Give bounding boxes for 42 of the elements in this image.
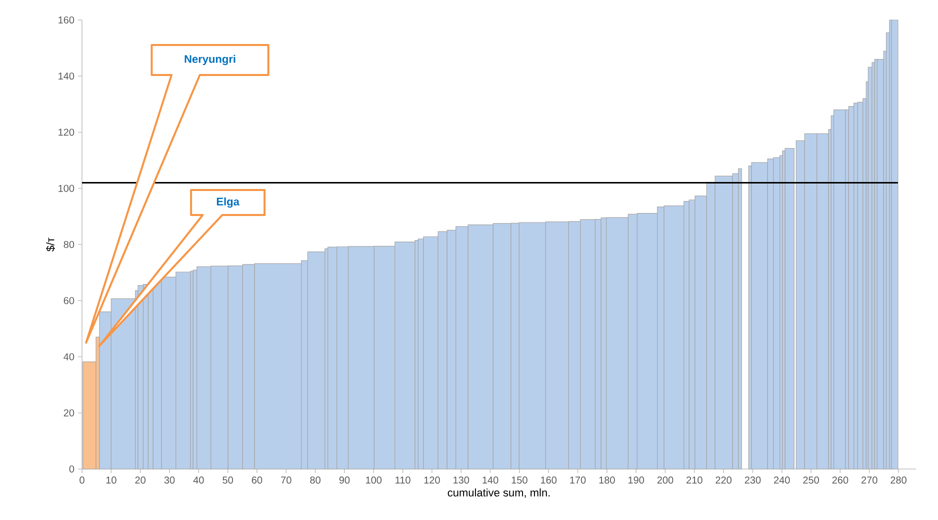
- y-tick-label: 120: [58, 128, 74, 136]
- x-tick-label: 240: [774, 476, 790, 484]
- x-tick-label: 30: [164, 476, 175, 484]
- y-axis-title: $/т: [46, 238, 55, 252]
- x-tick-label: 180: [599, 476, 615, 484]
- x-tick-label: 0: [80, 476, 84, 484]
- x-tick-label: 130: [454, 476, 470, 484]
- x-tick-label: 140: [482, 476, 498, 484]
- y-tick-label: 40: [64, 353, 74, 360]
- x-tick-label: 150: [512, 476, 528, 484]
- y-tick-label: 140: [58, 72, 74, 80]
- y-tick-label: 80: [64, 240, 74, 248]
- x-tick-label: 160: [541, 476, 557, 484]
- x-tick-label: 70: [281, 476, 292, 484]
- x-tick-label: 230: [744, 476, 761, 484]
- x-tick-label: 210: [686, 476, 702, 484]
- y-tick-label: 160: [58, 16, 74, 24]
- x-tick-label: 80: [310, 476, 320, 484]
- y-tick-label: 60: [64, 297, 74, 304]
- x-tick-label: 200: [657, 476, 674, 484]
- annotation: Elga: [216, 197, 240, 208]
- x-axis-title: cumulative sum, mln.: [448, 488, 550, 498]
- x-tick-label: 220: [716, 476, 732, 484]
- x-tick-label: 40: [193, 476, 204, 484]
- x-tick-label: 60: [252, 476, 262, 484]
- x-tick-label: 10: [106, 476, 116, 484]
- y-tick-label: 0: [69, 465, 74, 473]
- x-tick-label: 280: [890, 476, 906, 484]
- x-tick-label: 260: [832, 476, 848, 484]
- x-tick-label: 20: [135, 476, 146, 484]
- x-tick-label: 170: [570, 476, 586, 484]
- x-tick-label: 120: [424, 476, 440, 484]
- y-tick-label: 20: [64, 409, 74, 416]
- x-tick-label: 100: [366, 476, 382, 484]
- x-tick-label: 190: [628, 476, 644, 484]
- x-tick-label: 90: [339, 476, 350, 484]
- x-tick-label: 110: [396, 476, 410, 484]
- x-tick-label: 250: [803, 476, 819, 484]
- x-tick-label: 270: [862, 476, 878, 484]
- y-tick-label: 100: [58, 184, 74, 192]
- annotation: Neryungri: [184, 54, 236, 66]
- x-tick-label: 50: [222, 476, 233, 484]
